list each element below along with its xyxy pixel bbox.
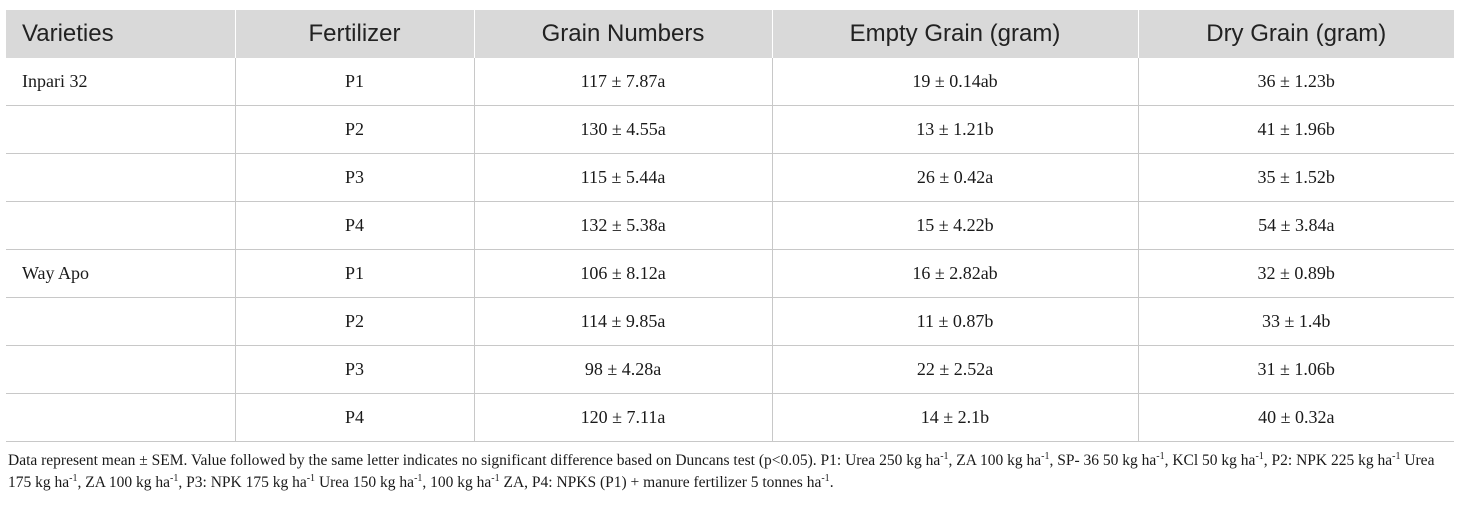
table-container: Varieties Fertilizer Grain Numbers Empty… <box>6 10 1454 494</box>
superscript: -1 <box>821 472 830 484</box>
cell-fertilizer: P4 <box>234 393 474 442</box>
footnote-text: , ZA 100 kg ha <box>77 474 171 491</box>
table-row: P3 98 ± 4.28a 22 ± 2.52a 31 ± 1.06b <box>6 345 1454 394</box>
cell-fertilizer: P1 <box>234 58 474 106</box>
cell-dry-grain: 31 ± 1.06b <box>1137 345 1454 394</box>
cell-grain-numbers: 130 ± 4.55a <box>473 105 772 154</box>
cell-grain-numbers: 114 ± 9.85a <box>473 297 772 346</box>
footnote-text: , P2: NPK 225 kg ha <box>1263 452 1393 469</box>
footnote-text: , ZA 100 kg ha <box>948 452 1042 469</box>
cell-empty-grain: 15 ± 4.22b <box>771 201 1138 250</box>
cell-variety <box>6 105 235 154</box>
table-row: P2 130 ± 4.55a 13 ± 1.21b 41 ± 1.96b <box>6 105 1454 154</box>
cell-fertilizer: P2 <box>234 105 474 154</box>
cell-fertilizer: P3 <box>234 153 474 202</box>
superscript: -1 <box>940 450 949 462</box>
footnote-text: ZA, P4: NPKS (P1) + manure fertilizer 5 … <box>499 474 822 491</box>
cell-variety <box>6 297 235 346</box>
table-row: Inpari 32 P1 117 ± 7.87a 19 ± 0.14ab 36 … <box>6 58 1454 106</box>
footnote-text: Urea 150 kg ha <box>315 474 415 491</box>
cell-fertilizer: P2 <box>234 297 474 346</box>
header-row: Varieties Fertilizer Grain Numbers Empty… <box>6 10 1454 58</box>
superscript: -1 <box>306 472 316 484</box>
cell-empty-grain: 14 ± 2.1b <box>771 393 1138 442</box>
cell-empty-grain: 13 ± 1.21b <box>771 105 1138 154</box>
cell-dry-grain: 35 ± 1.52b <box>1137 153 1454 202</box>
results-table: Varieties Fertilizer Grain Numbers Empty… <box>6 10 1454 442</box>
cell-variety: Inpari 32 <box>6 58 235 106</box>
table-row: P4 132 ± 5.38a 15 ± 4.22b 54 ± 3.84a <box>6 201 1454 250</box>
cell-variety: Way Apo <box>6 249 235 298</box>
cell-dry-grain: 33 ± 1.4b <box>1137 297 1454 346</box>
superscript: -1 <box>491 472 500 484</box>
header-fertilizer: Fertilizer <box>234 10 474 58</box>
cell-dry-grain: 54 ± 3.84a <box>1137 201 1454 250</box>
footnote-text: , 100 kg ha <box>422 474 492 491</box>
cell-empty-grain: 16 ± 2.82ab <box>771 249 1138 298</box>
footnote-text: Urea 175 kg ha <box>8 452 1435 491</box>
table-row: P3 115 ± 5.44a 26 ± 0.42a 35 ± 1.52b <box>6 153 1454 202</box>
cell-empty-grain: 22 ± 2.52a <box>771 345 1138 394</box>
table-footnote: Data represent mean ± SEM. Value followe… <box>6 450 1454 494</box>
cell-dry-grain: 41 ± 1.96b <box>1137 105 1454 154</box>
cell-empty-grain: 19 ± 0.14ab <box>771 58 1138 106</box>
cell-empty-grain: 11 ± 0.87b <box>771 297 1138 346</box>
footnote-text: Data represent mean ± SEM. Value followe… <box>8 452 941 469</box>
superscript: -1 <box>414 472 423 484</box>
table-row: Way Apo P1 106 ± 8.12a 16 ± 2.82ab 32 ± … <box>6 249 1454 298</box>
header-dry-grain: Dry Grain (gram) <box>1137 10 1454 58</box>
footnote-text: , SP- 36 50 kg ha <box>1049 452 1157 469</box>
superscript: -1 <box>1392 450 1401 462</box>
table-row: P2 114 ± 9.85a 11 ± 0.87b 33 ± 1.4b <box>6 297 1454 346</box>
cell-grain-numbers: 115 ± 5.44a <box>473 153 772 202</box>
cell-grain-numbers: 98 ± 4.28a <box>473 345 772 394</box>
superscript: -1 <box>1156 450 1165 462</box>
footnote-text: , KCl 50 kg ha <box>1164 452 1256 469</box>
cell-empty-grain: 26 ± 0.42a <box>771 153 1138 202</box>
footnote-text: , P3: NPK 175 kg ha <box>178 474 307 491</box>
cell-grain-numbers: 106 ± 8.12a <box>473 249 772 298</box>
cell-fertilizer: P1 <box>234 249 474 298</box>
header-grain-numbers: Grain Numbers <box>473 10 772 58</box>
footnote-text: . <box>829 474 834 491</box>
header-empty-grain: Empty Grain (gram) <box>771 10 1138 58</box>
superscript: -1 <box>1255 450 1264 462</box>
cell-fertilizer: P3 <box>234 345 474 394</box>
table-row: P4 120 ± 7.11a 14 ± 2.1b 40 ± 0.32a <box>6 393 1454 442</box>
cell-grain-numbers: 132 ± 5.38a <box>473 201 772 250</box>
cell-variety <box>6 153 235 202</box>
cell-grain-numbers: 117 ± 7.87a <box>473 58 772 106</box>
cell-dry-grain: 32 ± 0.89b <box>1137 249 1454 298</box>
superscript: -1 <box>170 472 179 484</box>
cell-variety <box>6 201 235 250</box>
cell-variety <box>6 345 235 394</box>
header-varieties: Varieties <box>6 10 235 58</box>
cell-variety <box>6 393 235 442</box>
cell-dry-grain: 36 ± 1.23b <box>1137 58 1454 106</box>
superscript: -1 <box>1041 450 1050 462</box>
cell-dry-grain: 40 ± 0.32a <box>1137 393 1454 442</box>
cell-fertilizer: P4 <box>234 201 474 250</box>
superscript: -1 <box>69 472 78 484</box>
cell-grain-numbers: 120 ± 7.11a <box>473 393 772 442</box>
